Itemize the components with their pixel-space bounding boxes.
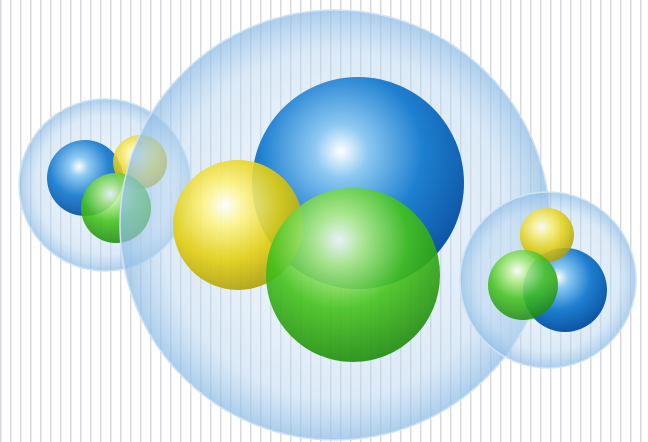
green-sphere — [266, 188, 440, 362]
green-sphere — [488, 250, 558, 320]
yellow-sphere — [520, 208, 574, 262]
